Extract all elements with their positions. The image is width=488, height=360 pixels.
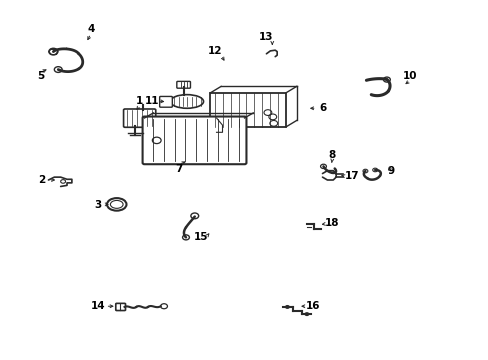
FancyBboxPatch shape (116, 303, 125, 311)
Text: 4: 4 (87, 24, 94, 35)
Text: 5: 5 (37, 71, 44, 81)
Text: 7: 7 (175, 164, 182, 174)
FancyBboxPatch shape (159, 96, 172, 107)
Text: 11: 11 (144, 96, 159, 106)
Text: 6: 6 (318, 103, 325, 113)
Text: 13: 13 (259, 32, 273, 41)
FancyBboxPatch shape (142, 117, 246, 164)
Ellipse shape (170, 95, 203, 108)
Bar (210, 93, 285, 127)
Text: 9: 9 (386, 166, 393, 176)
Ellipse shape (107, 198, 126, 211)
Ellipse shape (110, 201, 123, 208)
Text: 1: 1 (136, 96, 143, 106)
Text: 10: 10 (402, 71, 417, 81)
FancyBboxPatch shape (123, 109, 156, 127)
Text: 3: 3 (94, 200, 102, 210)
Text: 16: 16 (305, 301, 319, 311)
Text: 14: 14 (91, 301, 105, 311)
Text: 12: 12 (207, 46, 222, 56)
Text: 15: 15 (193, 232, 207, 242)
FancyBboxPatch shape (177, 81, 190, 88)
Text: 17: 17 (344, 171, 358, 181)
Text: 2: 2 (39, 175, 46, 185)
Text: 18: 18 (325, 218, 339, 228)
Text: 8: 8 (328, 150, 335, 160)
